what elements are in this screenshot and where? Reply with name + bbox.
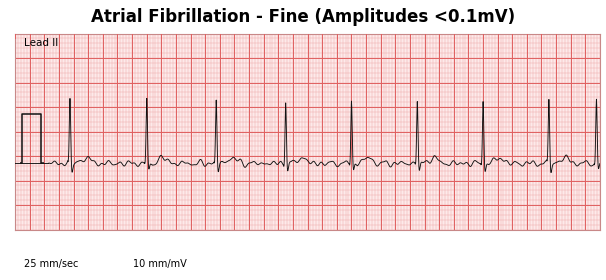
Text: Lead II: Lead II <box>24 38 58 48</box>
Text: 10 mm/mV: 10 mm/mV <box>133 259 187 269</box>
Text: 25 mm/sec: 25 mm/sec <box>24 259 79 269</box>
Text: Atrial Fibrillation - Fine (Amplitudes <0.1mV): Atrial Fibrillation - Fine (Amplitudes <… <box>91 8 515 26</box>
